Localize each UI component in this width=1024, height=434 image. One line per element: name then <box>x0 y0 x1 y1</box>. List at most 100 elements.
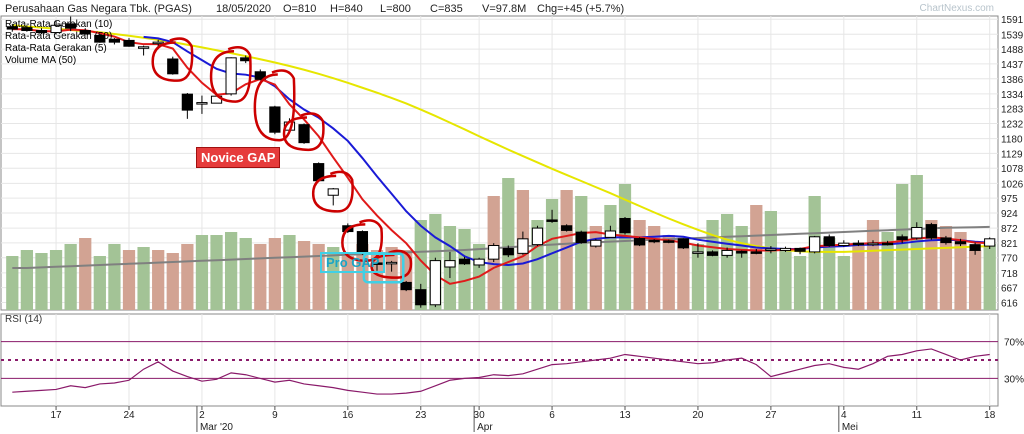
y-tick-label: 616 <box>1001 298 1018 309</box>
x-tick-label: 30 <box>474 410 486 421</box>
novice-gap-label: Novice GAP <box>196 147 281 168</box>
candlesticks <box>6 16 996 308</box>
volume-bar <box>677 238 690 310</box>
y-tick-label: 1180 <box>1001 135 1023 146</box>
pro-gap-label: Pro GAP <box>320 252 386 273</box>
y-tick-label: 872 <box>1001 224 1018 235</box>
open-value: O=810 <box>283 3 317 15</box>
candle-body <box>765 248 777 251</box>
x-tick-label: 13 <box>619 410 631 421</box>
volume-bar <box>195 235 209 310</box>
volume-bar <box>239 238 252 310</box>
candle-body <box>356 231 369 253</box>
candle-body <box>488 245 500 260</box>
candle-body <box>736 250 748 254</box>
candle-body <box>881 242 894 246</box>
rsi-tick-label: 70% <box>1004 338 1024 349</box>
candle-body <box>444 260 456 268</box>
volume-bar <box>983 244 996 310</box>
candle-body <box>94 34 106 43</box>
volume-bar <box>224 232 238 310</box>
candle-body <box>517 238 529 254</box>
x-tick-label: 6 <box>549 410 555 421</box>
x-tick-label: 2 <box>199 410 205 421</box>
volume-bar <box>720 214 734 310</box>
quote-date: 18/05/2020 <box>216 3 272 15</box>
novice-gap-marker <box>282 112 325 152</box>
axes: 1591153914881437138613341283123211801129… <box>50 15 1024 433</box>
novice-gap-marker <box>341 219 384 263</box>
legend-volume-ma: Volume MA (50) <box>5 55 77 66</box>
volume-bar <box>327 247 340 310</box>
novice-gap-marker <box>151 37 194 82</box>
volume-bar <box>735 226 748 310</box>
volume-bar <box>750 205 763 310</box>
candle-body <box>65 23 77 29</box>
novice-gap-marker <box>253 69 296 142</box>
legend-ma5: Rata-Rata Gerakan (5) <box>5 43 107 54</box>
x-tick-label: 4 <box>841 410 847 421</box>
volume-bar <box>137 247 150 310</box>
candle-body <box>954 241 967 245</box>
candle-body <box>415 289 427 306</box>
y-tick-label: 1078 <box>1001 164 1024 175</box>
candle-body <box>590 239 602 247</box>
volume-bar <box>49 250 63 310</box>
candle-body <box>838 242 850 247</box>
volume-bar <box>254 244 267 310</box>
candle-body <box>940 237 952 244</box>
candle-body <box>852 242 865 246</box>
candle-body <box>458 258 471 265</box>
volume-bar <box>954 232 967 310</box>
candle-body <box>604 230 617 238</box>
x-month-label: Mar '20 <box>200 422 233 433</box>
volume-bar <box>502 178 515 310</box>
candle-body <box>137 46 150 49</box>
candle-body <box>21 27 33 32</box>
candle-body <box>911 226 923 239</box>
volume-bar <box>560 190 573 310</box>
rsi-line <box>12 348 990 395</box>
volume-bar <box>414 220 427 310</box>
candle-body <box>546 219 558 222</box>
volume-ma-line <box>12 225 990 269</box>
candle-body <box>181 93 193 111</box>
volume-bar <box>793 256 807 310</box>
candle-body <box>692 251 704 254</box>
volume-bar <box>968 250 982 310</box>
volume-bar <box>575 196 588 310</box>
candle-body <box>79 30 91 35</box>
candle-body <box>809 236 821 253</box>
volume-bar <box>691 244 705 310</box>
volume-bar <box>35 253 48 310</box>
candle-body <box>473 258 485 266</box>
volume-bar <box>910 175 923 310</box>
volume-bar <box>648 226 661 310</box>
y-tick-label: 1591 <box>1001 15 1024 26</box>
x-tick-label: 24 <box>123 410 135 421</box>
candle-body <box>385 261 398 265</box>
volume-bar <box>93 256 106 310</box>
y-tick-label: 1488 <box>1001 45 1024 56</box>
candle-body <box>867 242 879 246</box>
change-value: Chg=+45 (+5.7%) <box>537 3 625 15</box>
x-month-label: Mei <box>842 422 858 433</box>
y-tick-label: 718 <box>1001 269 1018 280</box>
volume-bar <box>837 256 850 310</box>
volume-bar <box>6 256 19 310</box>
candle-body <box>50 24 62 34</box>
candle-body <box>575 231 587 244</box>
volume-bar <box>370 250 384 310</box>
candle-body <box>254 71 266 80</box>
volume-bar <box>210 235 223 310</box>
candle-body <box>123 39 135 47</box>
legend-ma10: Rata-Rata Gerakan (10) <box>5 19 113 30</box>
high-value: H=840 <box>330 3 363 15</box>
symbol-title: Perusahaan Gas Negara Tbk. (PGAS) <box>5 3 192 15</box>
candle-body <box>298 124 310 144</box>
volume-bar <box>79 238 92 310</box>
candle-body <box>225 57 237 95</box>
volume-bar <box>618 184 632 310</box>
y-tick-label: 667 <box>1001 284 1018 295</box>
